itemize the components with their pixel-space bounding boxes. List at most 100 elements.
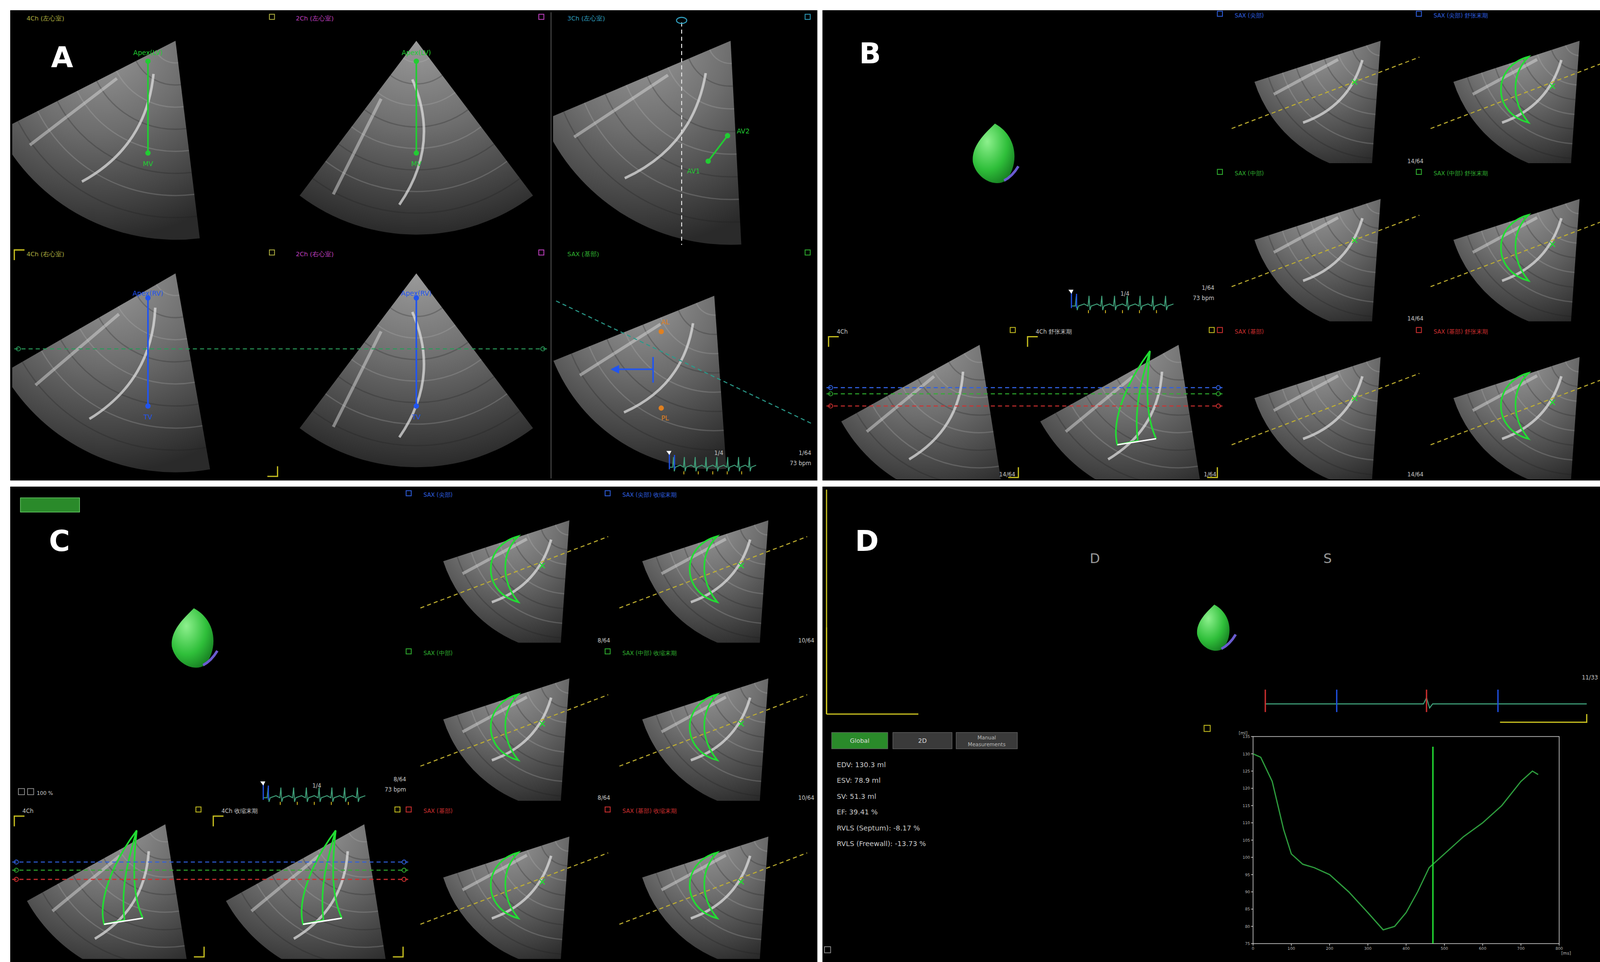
tick-label: 90 <box>1245 890 1251 895</box>
speckle <box>754 683 768 694</box>
speckle <box>1366 45 1380 56</box>
tick <box>1251 770 1254 772</box>
axis-line <box>708 135 728 162</box>
center-mark <box>738 563 744 569</box>
wall <box>462 538 528 574</box>
view <box>12 40 200 240</box>
valve-ring <box>203 650 218 666</box>
wall <box>399 79 425 205</box>
sector <box>299 273 534 468</box>
view-marker <box>395 807 400 813</box>
plane-handle <box>14 877 19 882</box>
plane-line <box>555 301 812 424</box>
sax-view <box>420 836 609 959</box>
tick-label: 700 <box>1517 946 1525 952</box>
view-title: 4Ch (左心室) <box>26 14 64 22</box>
center-mark <box>1352 79 1357 85</box>
tick <box>1291 943 1292 946</box>
view-title: SAX (基部) <box>423 807 453 815</box>
plane-line <box>619 536 807 609</box>
view-marker <box>538 249 544 255</box>
ecg-tick <box>313 801 315 805</box>
sector <box>1453 40 1580 164</box>
zoom: 100 % <box>36 790 53 797</box>
sax-view <box>619 836 807 959</box>
speckle <box>642 324 720 374</box>
tick-label: 120 <box>1242 786 1250 791</box>
button <box>20 497 80 513</box>
speckle <box>1310 221 1376 273</box>
ultrasound-sector <box>26 824 191 959</box>
wall <box>573 75 668 137</box>
direction-arrow <box>612 357 654 383</box>
speckle <box>541 845 568 867</box>
view-marker <box>1217 327 1223 333</box>
ultrasound-sector <box>1254 40 1381 164</box>
tick-label: 110 <box>1242 820 1250 826</box>
tick-label: 100 <box>1242 855 1250 860</box>
view-marker <box>804 249 810 255</box>
ultrasound-sector <box>553 295 727 470</box>
zoom-button <box>824 947 831 954</box>
plane-line <box>826 405 1223 407</box>
tick-label: 75 <box>1245 941 1251 947</box>
ultrasound-sector <box>12 40 200 240</box>
speckle <box>1352 366 1379 387</box>
speckle <box>1070 404 1198 468</box>
figure: 4Ch (左心室)Apex(LV)MV2Ch (左心室)Apex(LV)MV3C… <box>0 0 1600 962</box>
plane-line <box>1231 373 1420 446</box>
phase: 1/4 <box>1120 290 1130 298</box>
axis-line <box>415 61 418 153</box>
speckle <box>712 538 765 580</box>
plane-line <box>420 536 609 609</box>
wall <box>1107 371 1162 460</box>
ecg-flag <box>260 781 266 786</box>
tab <box>955 732 1018 750</box>
view-title: 3Ch (左心室) <box>567 14 605 22</box>
plane-line <box>12 869 409 871</box>
wall <box>579 323 661 376</box>
ecg-tick <box>279 801 281 805</box>
ecg-tick <box>741 471 743 475</box>
ultrasound-sector <box>443 520 570 643</box>
plane-handle <box>401 868 406 873</box>
heart-rate: 73 bpm <box>789 459 812 467</box>
speckle <box>22 361 207 451</box>
center-mark <box>539 721 545 727</box>
rv-3d-model <box>972 123 1015 184</box>
speckle <box>1366 361 1380 372</box>
view-marker <box>1217 11 1223 17</box>
speckle <box>1565 45 1579 56</box>
speckle <box>571 353 726 451</box>
tab <box>893 732 953 750</box>
sector <box>841 344 1005 480</box>
speckle <box>1551 208 1578 229</box>
center-mark <box>1352 396 1357 401</box>
ultrasound-sector <box>642 520 769 643</box>
plot-area <box>1253 746 1539 944</box>
rv-3d-model <box>171 608 214 668</box>
speckle <box>647 76 736 132</box>
wall <box>866 376 934 433</box>
sector <box>642 520 769 643</box>
valve-ring <box>1221 634 1236 649</box>
tick <box>1251 857 1254 858</box>
tick-label: 125 <box>1242 769 1250 774</box>
corner-bracket <box>828 336 1019 478</box>
result: EDV: 130.3 ml <box>836 761 886 769</box>
result: RVLS (Freewall): -13.73 % <box>836 839 926 848</box>
speckle <box>256 884 384 948</box>
speckle <box>1551 49 1578 71</box>
view-marker <box>1203 725 1211 732</box>
plane-line <box>619 694 807 767</box>
tick <box>1251 788 1254 789</box>
sax-view <box>1430 357 1600 480</box>
tick <box>1405 943 1407 946</box>
plane-line <box>1430 373 1600 446</box>
phase-label: D <box>1089 551 1101 567</box>
ecg-tick <box>712 471 714 475</box>
speckle <box>607 339 723 412</box>
wall <box>462 697 528 732</box>
valve-ring <box>1004 166 1019 181</box>
corner-bracket <box>1500 714 1587 723</box>
